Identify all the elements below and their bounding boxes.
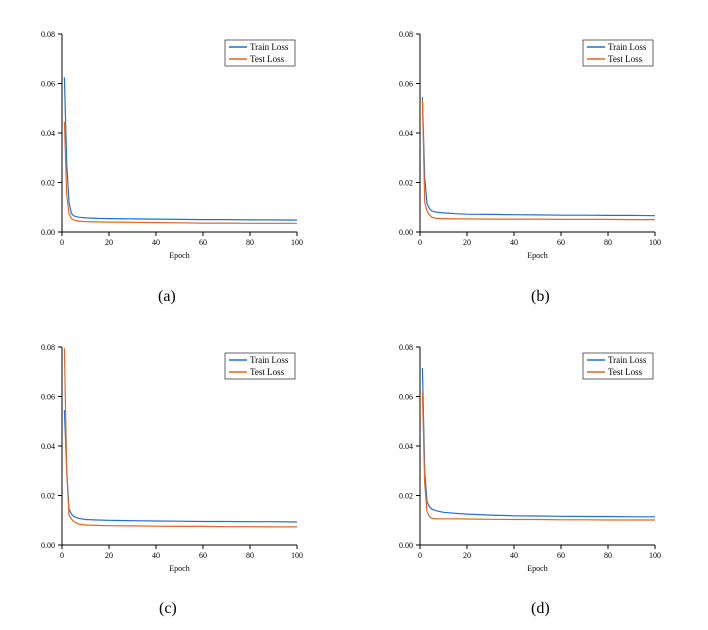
series-line-train [421, 97, 656, 217]
legend-label-train: Train Loss [250, 355, 289, 365]
x-tick-label: 100 [649, 551, 661, 560]
y-tick-label: 0.04 [41, 129, 55, 138]
y-tick-label: 0.08 [399, 343, 413, 352]
y-tick-label: 0.00 [41, 541, 55, 550]
legend-label-train: Train Loss [608, 42, 647, 52]
x-axis-label: Epoch [169, 251, 189, 260]
legend-box [582, 39, 654, 67]
y-tick-label: 0.08 [41, 30, 55, 39]
y-tick-label: 0.06 [41, 393, 55, 402]
x-tick-label: 20 [105, 551, 113, 560]
x-tick-label: 20 [105, 238, 113, 247]
x-tick-label: 20 [463, 551, 471, 560]
x-tick-label: 80 [246, 551, 254, 560]
y-tick-label: 0.00 [399, 541, 413, 550]
y-tick-label: 0.00 [399, 228, 413, 237]
x-tick-label: 80 [604, 551, 612, 560]
chart-panel-a: 0.00 0.02 0.04 0.06 0.08 0 20 40 60 80 100 Epoch Tra… [22, 22, 322, 277]
x-tick-label: 40 [510, 238, 518, 247]
legend-label-test: Test Loss [608, 54, 643, 64]
x-tick-label: 0 [60, 551, 64, 560]
series-line-test [421, 99, 655, 221]
y-tick-label: 0.04 [41, 442, 55, 451]
x-axis-label: Epoch [527, 251, 547, 260]
x-tick-label: 60 [199, 238, 207, 247]
chart-panel-c: 0.00 0.02 0.04 0.06 0.08 0 20 40 60 80 100 Epoch Tra… [22, 335, 322, 590]
legend-box [582, 352, 654, 380]
x-tick-label: 100 [291, 238, 303, 247]
x-tick-label: 100 [291, 551, 303, 560]
x-tick-label: 60 [557, 551, 565, 560]
caption-a: (a) [158, 288, 176, 305]
x-tick-label: 60 [199, 551, 207, 560]
loss-chart-c: 0.00 0.02 0.04 0.06 0.08 0 20 40 60 80 100 Epoch Tra… [41, 343, 303, 573]
y-tick-label: 0.08 [399, 30, 413, 39]
x-tick-label: 0 [418, 551, 422, 560]
x-axis-label: Epoch [169, 564, 189, 573]
y-tick-label: 0.06 [399, 80, 413, 89]
caption-d: (d) [531, 600, 550, 617]
legend-box [224, 352, 296, 380]
x-tick-label: 80 [246, 238, 254, 247]
legend-label-test: Test Loss [250, 367, 285, 377]
legend-label-test: Test Loss [250, 54, 285, 64]
y-tick-label: 0.08 [41, 343, 55, 352]
series-line-train [63, 410, 298, 523]
x-axis-label: Epoch [527, 564, 547, 573]
x-tick-label: 60 [557, 238, 565, 247]
legend-label-train: Train Loss [250, 42, 289, 52]
y-tick-label: 0.04 [399, 129, 413, 138]
series-line-test [421, 392, 655, 521]
chart-panel-d: 0.00 0.02 0.04 0.06 0.08 0 20 40 60 80 100 Epoch Tra… [380, 335, 680, 590]
legend-label-test: Test Loss [608, 367, 643, 377]
y-tick-label: 0.00 [41, 228, 55, 237]
y-tick-label: 0.02 [41, 492, 55, 501]
chart-panel-b: 0.00 0.02 0.04 0.06 0.08 0 20 40 60 80 100 Epoch Tra… [380, 22, 680, 277]
x-tick-label: 40 [510, 551, 518, 560]
x-tick-label: 0 [418, 238, 422, 247]
x-tick-label: 20 [463, 238, 471, 247]
loss-chart-d: 0.00 0.02 0.04 0.06 0.08 0 20 40 60 80 100 Epoch Tra… [399, 343, 661, 573]
y-tick-label: 0.06 [399, 393, 413, 402]
caption-c: (c) [159, 600, 177, 617]
loss-chart-b: 0.00 0.02 0.04 0.06 0.08 0 20 40 60 80 100 Epoch Tra… [399, 30, 661, 260]
legend-box [224, 39, 296, 67]
x-tick-label: 0 [60, 238, 64, 247]
x-tick-label: 100 [649, 238, 661, 247]
y-tick-label: 0.02 [399, 179, 413, 188]
legend-label-train: Train Loss [608, 355, 647, 365]
y-tick-label: 0.06 [41, 80, 55, 89]
y-tick-label: 0.02 [399, 492, 413, 501]
series-line-train [421, 367, 655, 518]
x-tick-label: 40 [152, 238, 160, 247]
series-line-train [63, 77, 298, 221]
caption-b: (b) [531, 288, 550, 305]
loss-chart-a: 0.00 0.02 0.04 0.06 0.08 0 20 40 60 80 100 Epoch Tra… [41, 30, 303, 260]
x-tick-label: 40 [152, 551, 160, 560]
series-line-test [63, 348, 297, 528]
series-line-test [63, 121, 297, 224]
x-tick-label: 80 [604, 238, 612, 247]
y-tick-label: 0.04 [399, 442, 413, 451]
y-tick-label: 0.02 [41, 179, 55, 188]
